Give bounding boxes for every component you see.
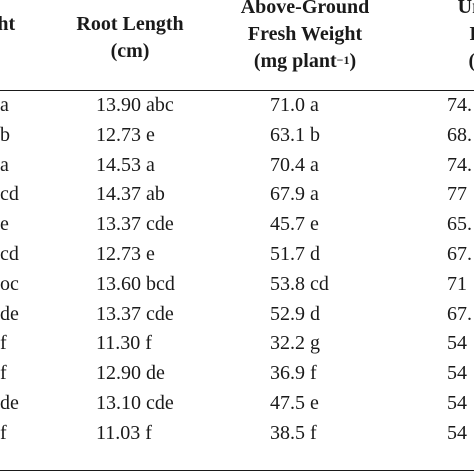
table-cell-c2: 13.37 cde — [96, 302, 174, 325]
table-cell-c1: de — [0, 392, 19, 414]
header-under-ground-fresh-weight: Under- Fresh (mg p — [398, 0, 474, 75]
header-under-ground-line3: (mg p — [398, 48, 474, 75]
table-cell-c3: 70.4 a — [270, 153, 319, 176]
table-row: de 13.37 cde 52.9 d 67. — [0, 300, 474, 329]
table-cell-c1: f — [0, 332, 7, 355]
table-cell-c3: 32.2 g — [270, 332, 320, 355]
table-cell-c1: e — [0, 213, 9, 236]
header-above-ground-line2: Fresh Weight — [247, 23, 363, 45]
table-cell-c2: 11.30 f — [96, 332, 152, 355]
table-cell-c3: 63.1 b — [270, 123, 320, 146]
table-cell-c4: 54 — [447, 392, 467, 414]
table-cell-c2: 12.73 e — [96, 243, 155, 265]
table-cell-c3: 53.8 cd — [270, 272, 329, 295]
header-above-ground-line1: Above-Ground — [240, 0, 370, 18]
table-cell-c4: 71 — [447, 272, 467, 295]
table-row: cd 14.37 ab 67.9 a 77 — [0, 180, 474, 209]
table-row: f 11.30 f 32.2 g 54 — [0, 329, 474, 358]
table-cell-c1: cd — [0, 243, 19, 265]
table-cell-c2: 13.37 cde — [96, 213, 174, 236]
table-row: f 12.90 de 36.9 f 54 — [0, 359, 474, 388]
header-under-ground-line2: Fresh — [398, 21, 474, 48]
table-row: f 11.03 f 38.5 f 54 — [0, 419, 474, 448]
table-cell-c1: b — [0, 123, 10, 146]
header-divider — [0, 90, 474, 91]
header-root-length-line2: (cm) — [110, 40, 150, 62]
header-above-ground-fresh-weight: Above-Ground Fresh Weight (mg plant−1) — [222, 0, 388, 75]
table-cell-c2: 13.60 bcd — [96, 272, 175, 295]
table-cell-c4: 74. — [447, 94, 472, 116]
table-cell-c4: 74. — [447, 153, 472, 176]
table-cell-c3: 51.7 d — [270, 243, 320, 265]
table-cell-c1: cd — [0, 183, 19, 206]
table-cell-c1: f — [0, 362, 7, 385]
table-cell-c3: 45.7 e — [270, 213, 319, 236]
table-cell-c1: de — [0, 302, 19, 325]
header-root-length-line1: Root Length — [76, 13, 184, 35]
header-root-length: Root Length (cm) — [70, 11, 190, 65]
table-cell-c3: 47.5 e — [270, 392, 319, 414]
header-above-ground-unit-close: ) — [349, 50, 357, 72]
table-cell-c3: 71.0 a — [270, 94, 319, 116]
table-row: a 14.53 a 70.4 a 74. — [0, 151, 474, 180]
header-above-ground-unit: (mg plant — [253, 50, 337, 72]
table-cell-c3: 52.9 d — [270, 302, 320, 325]
table-row: e 13.37 cde 45.7 e 65. — [0, 210, 474, 239]
table-cell-c2: 12.90 de — [96, 362, 165, 385]
table-cell-c4: 54 — [447, 421, 467, 444]
table-cell-c4: 54 — [447, 362, 467, 385]
header-under-ground-line1: Under- — [457, 0, 474, 18]
table-row: oc 13.60 bcd 53.8 cd 71 — [0, 270, 474, 299]
table-cell-c4: 77 — [447, 183, 467, 206]
table-cell-c3: 36.9 f — [270, 362, 317, 385]
table-cell-c2: 14.53 a — [96, 153, 155, 176]
header-above-ground-line3: (mg plant−1) — [222, 48, 388, 75]
table-cell-c4: 65. — [447, 213, 472, 236]
table-cell-c4: 54 — [447, 332, 467, 355]
header-weight-text: eight — [0, 13, 16, 35]
table-cell-c1: oc — [0, 272, 19, 295]
table-cell-c3: 67.9 a — [270, 183, 319, 206]
table-cell-c2: 12.73 e — [96, 123, 155, 146]
table-cell-c2: 11.03 f — [96, 421, 152, 444]
header-weight: eight — [0, 11, 15, 38]
table-row: cd 12.73 e 51.7 d 67. — [0, 240, 474, 269]
table-cell-c1: a — [0, 94, 9, 116]
table-cell-c2: 14.37 ab — [96, 183, 165, 206]
table-bottom-rule — [0, 470, 474, 471]
table-row: b 12.73 e 63.1 b 68. — [0, 121, 474, 150]
table-cell-c1: f — [0, 421, 7, 444]
header-above-ground-unit-sup: −1 — [336, 53, 350, 67]
table-cell-c3: 38.5 f — [270, 421, 317, 444]
table-row: de 13.10 cde 47.5 e 54 — [0, 389, 474, 418]
table-cell-c4: 67. — [447, 302, 472, 325]
table-cell-c4: 68. — [447, 123, 472, 146]
table-row: a 13.90 abc 71.0 a 74. — [0, 91, 474, 120]
table-cell-c4: 67. — [447, 243, 472, 265]
table-cell-c2: 13.10 cde — [96, 392, 174, 414]
table-cell-c1: a — [0, 153, 9, 176]
table-cell-c2: 13.90 abc — [96, 94, 174, 116]
